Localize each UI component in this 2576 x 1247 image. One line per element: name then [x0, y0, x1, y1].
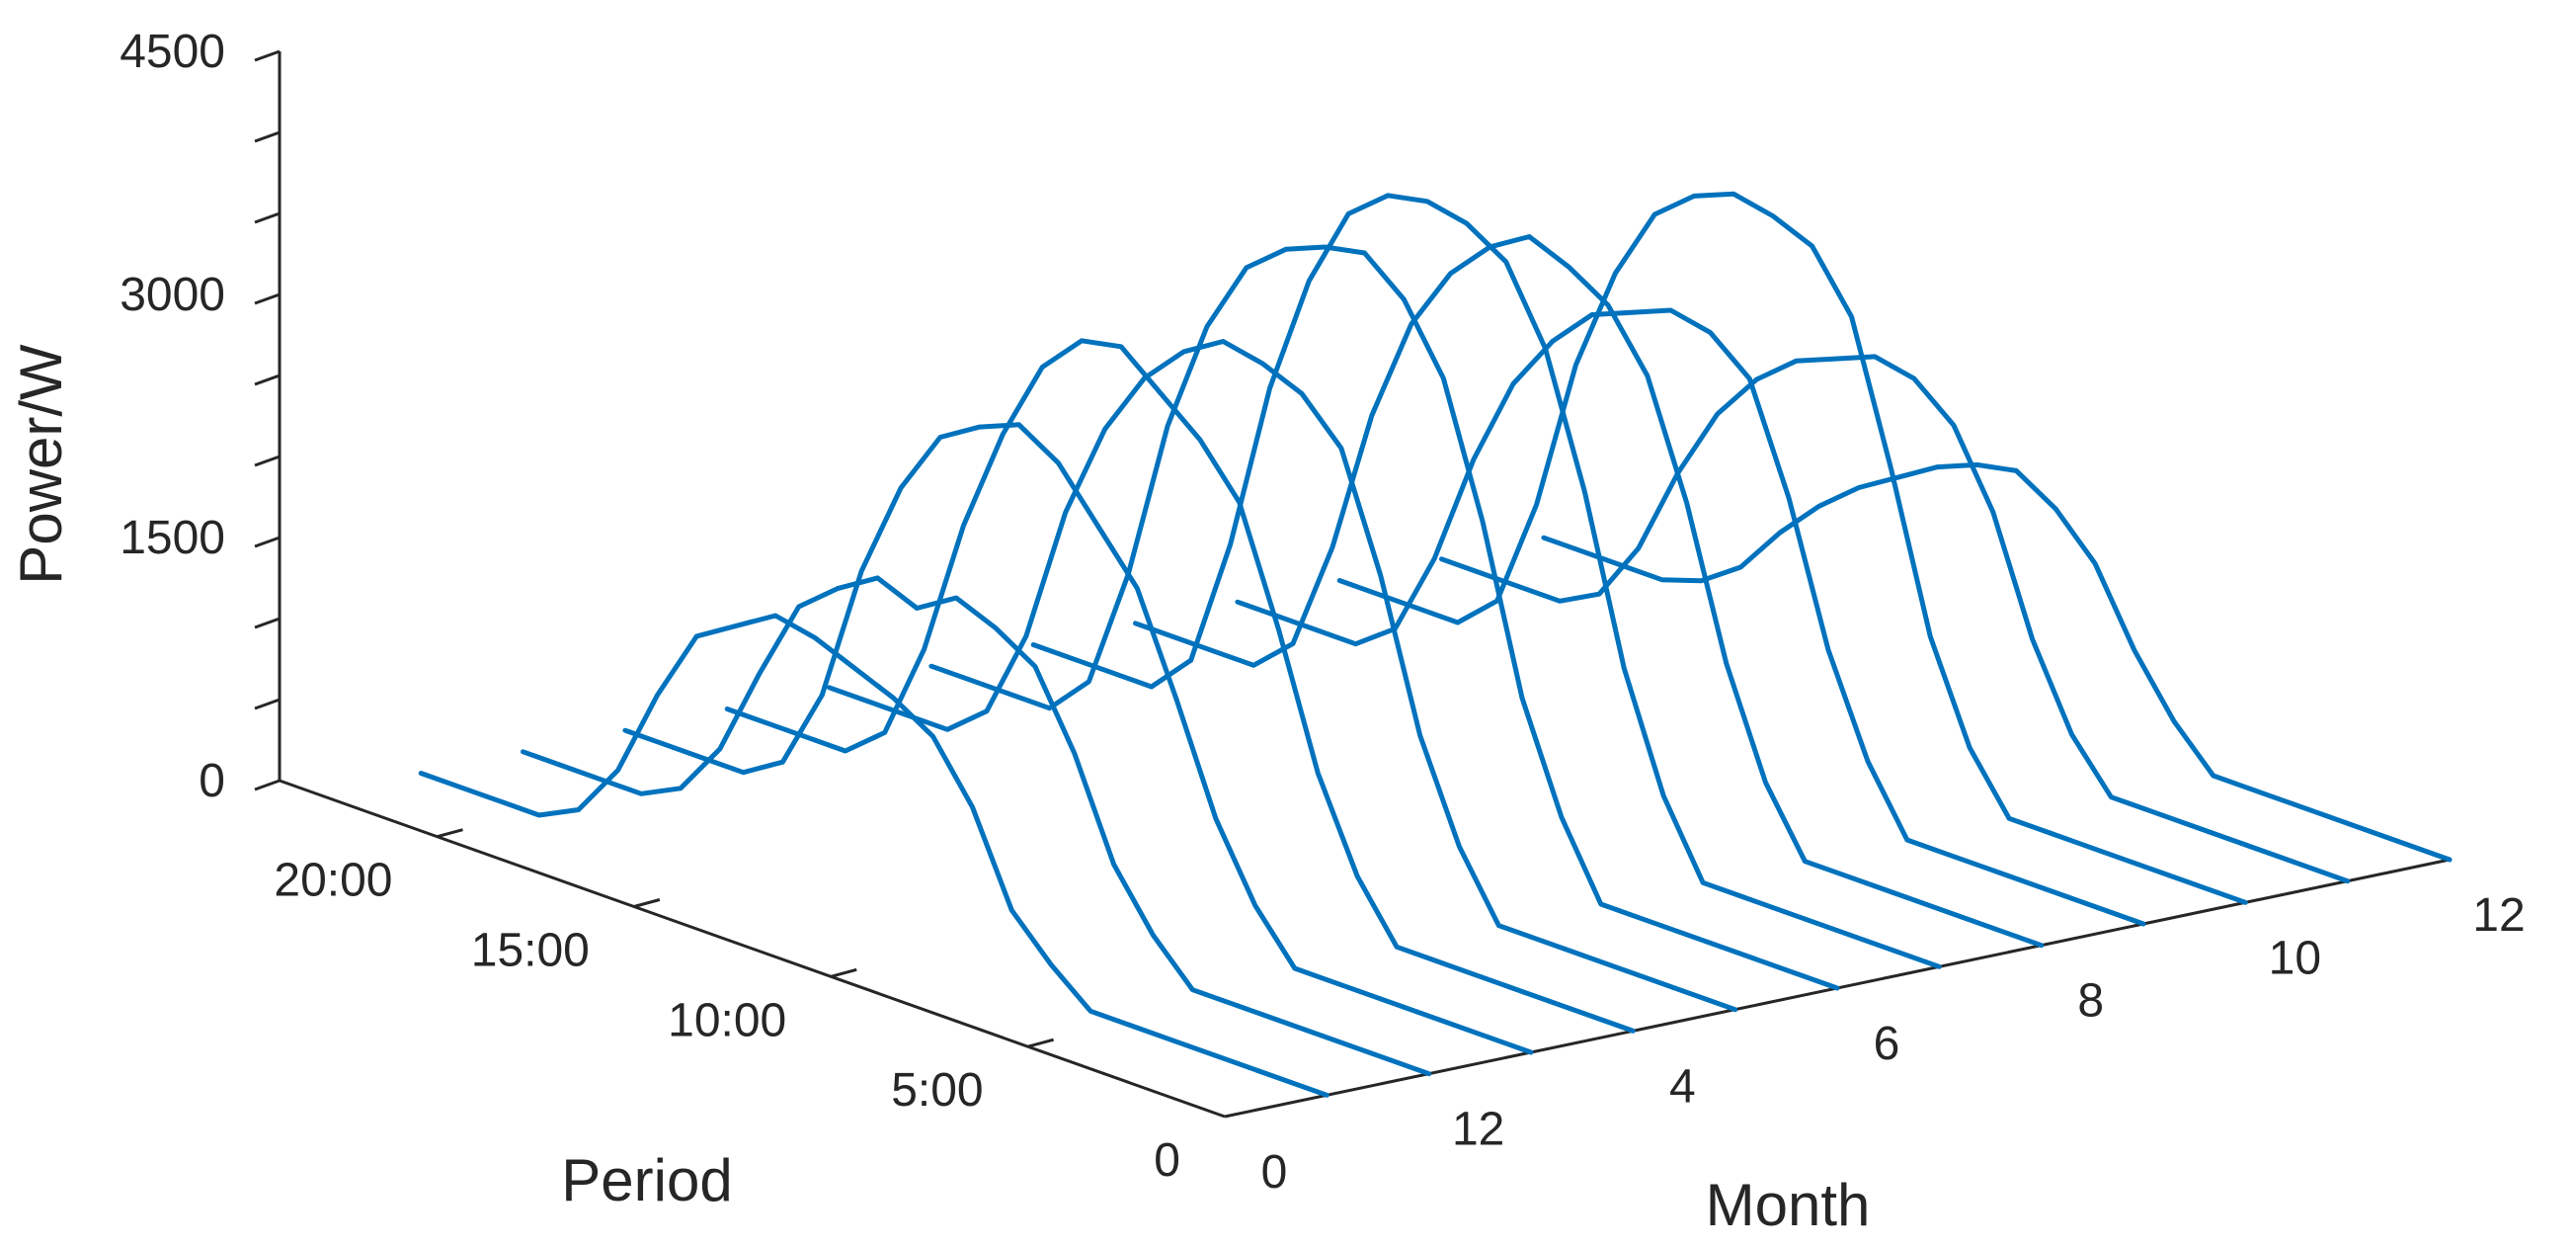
- series-line-month-12: [1541, 461, 2453, 863]
- z-tick-label: 0: [199, 755, 225, 807]
- z-tick-mark: [254, 455, 281, 467]
- period-tick-label: 20:00: [274, 855, 392, 907]
- period-tick-mark: [633, 898, 661, 908]
- period-tick-label: 5:00: [891, 1064, 983, 1117]
- z-tick-mark: [254, 536, 281, 548]
- series-line-month-11: [1439, 354, 2351, 884]
- period-tick-mark: [437, 828, 463, 839]
- series-line-month-1: [418, 613, 1329, 1098]
- series-line-month-10: [1336, 191, 2248, 905]
- series-line-month-5: [827, 339, 1738, 1013]
- series-line-month-9: [1235, 307, 2146, 927]
- series-line-month-7: [1030, 193, 1942, 969]
- z-tick-mark: [254, 130, 281, 143]
- z-tick-label: 3000: [120, 269, 225, 321]
- series-line-month-4: [724, 338, 1636, 1034]
- z-tick-mark: [254, 698, 281, 710]
- z-tick-mark: [254, 49, 281, 62]
- chart-axes: [278, 51, 2451, 1119]
- z-tick-label: 1500: [120, 512, 225, 564]
- series-line-month-2: [521, 575, 1432, 1077]
- series-line-month-6: [928, 244, 1840, 991]
- period-tick-label: 15:00: [471, 925, 590, 977]
- z-axis-title: Power/W: [8, 344, 74, 585]
- period-tick-label: 0: [1154, 1134, 1180, 1187]
- z-tick-label: 4500: [120, 26, 225, 78]
- period-axis-line: [279, 779, 1226, 1119]
- month-tick-label: 6: [1874, 1018, 1900, 1070]
- chart-labels: Power/W Period Month: [8, 344, 1870, 1238]
- series-layer: [418, 191, 2453, 1098]
- chart-ticks: 0 1500 3000 4500 0 5:00 10:00 15:00 20:00 0 12 4 6 8 1…: [120, 26, 2525, 1199]
- z-tick-mark: [254, 374, 281, 386]
- month-tick-label: 10: [2269, 932, 2321, 984]
- month-tick-label: 12: [2472, 889, 2525, 942]
- month-tick-label: 0: [1261, 1146, 1288, 1199]
- period-axis-title: Period: [561, 1147, 732, 1213]
- period-tick-mark: [830, 967, 857, 978]
- z-tick-mark: [254, 211, 281, 224]
- period-tick-mark: [1027, 1038, 1055, 1048]
- series-line-month-8: [1133, 234, 2045, 949]
- z-tick-mark: [254, 779, 281, 791]
- month-tick-label: 8: [2077, 975, 2104, 1028]
- period-tick-label: 10:00: [668, 994, 786, 1046]
- month-axis-title: Month: [1706, 1172, 1871, 1238]
- month-tick-label: 4: [1669, 1060, 1696, 1113]
- z-tick-mark: [254, 617, 281, 629]
- series-line-month-3: [622, 422, 1534, 1055]
- z-tick-mark: [254, 292, 281, 305]
- month-tick-label: 12: [1452, 1104, 1504, 1156]
